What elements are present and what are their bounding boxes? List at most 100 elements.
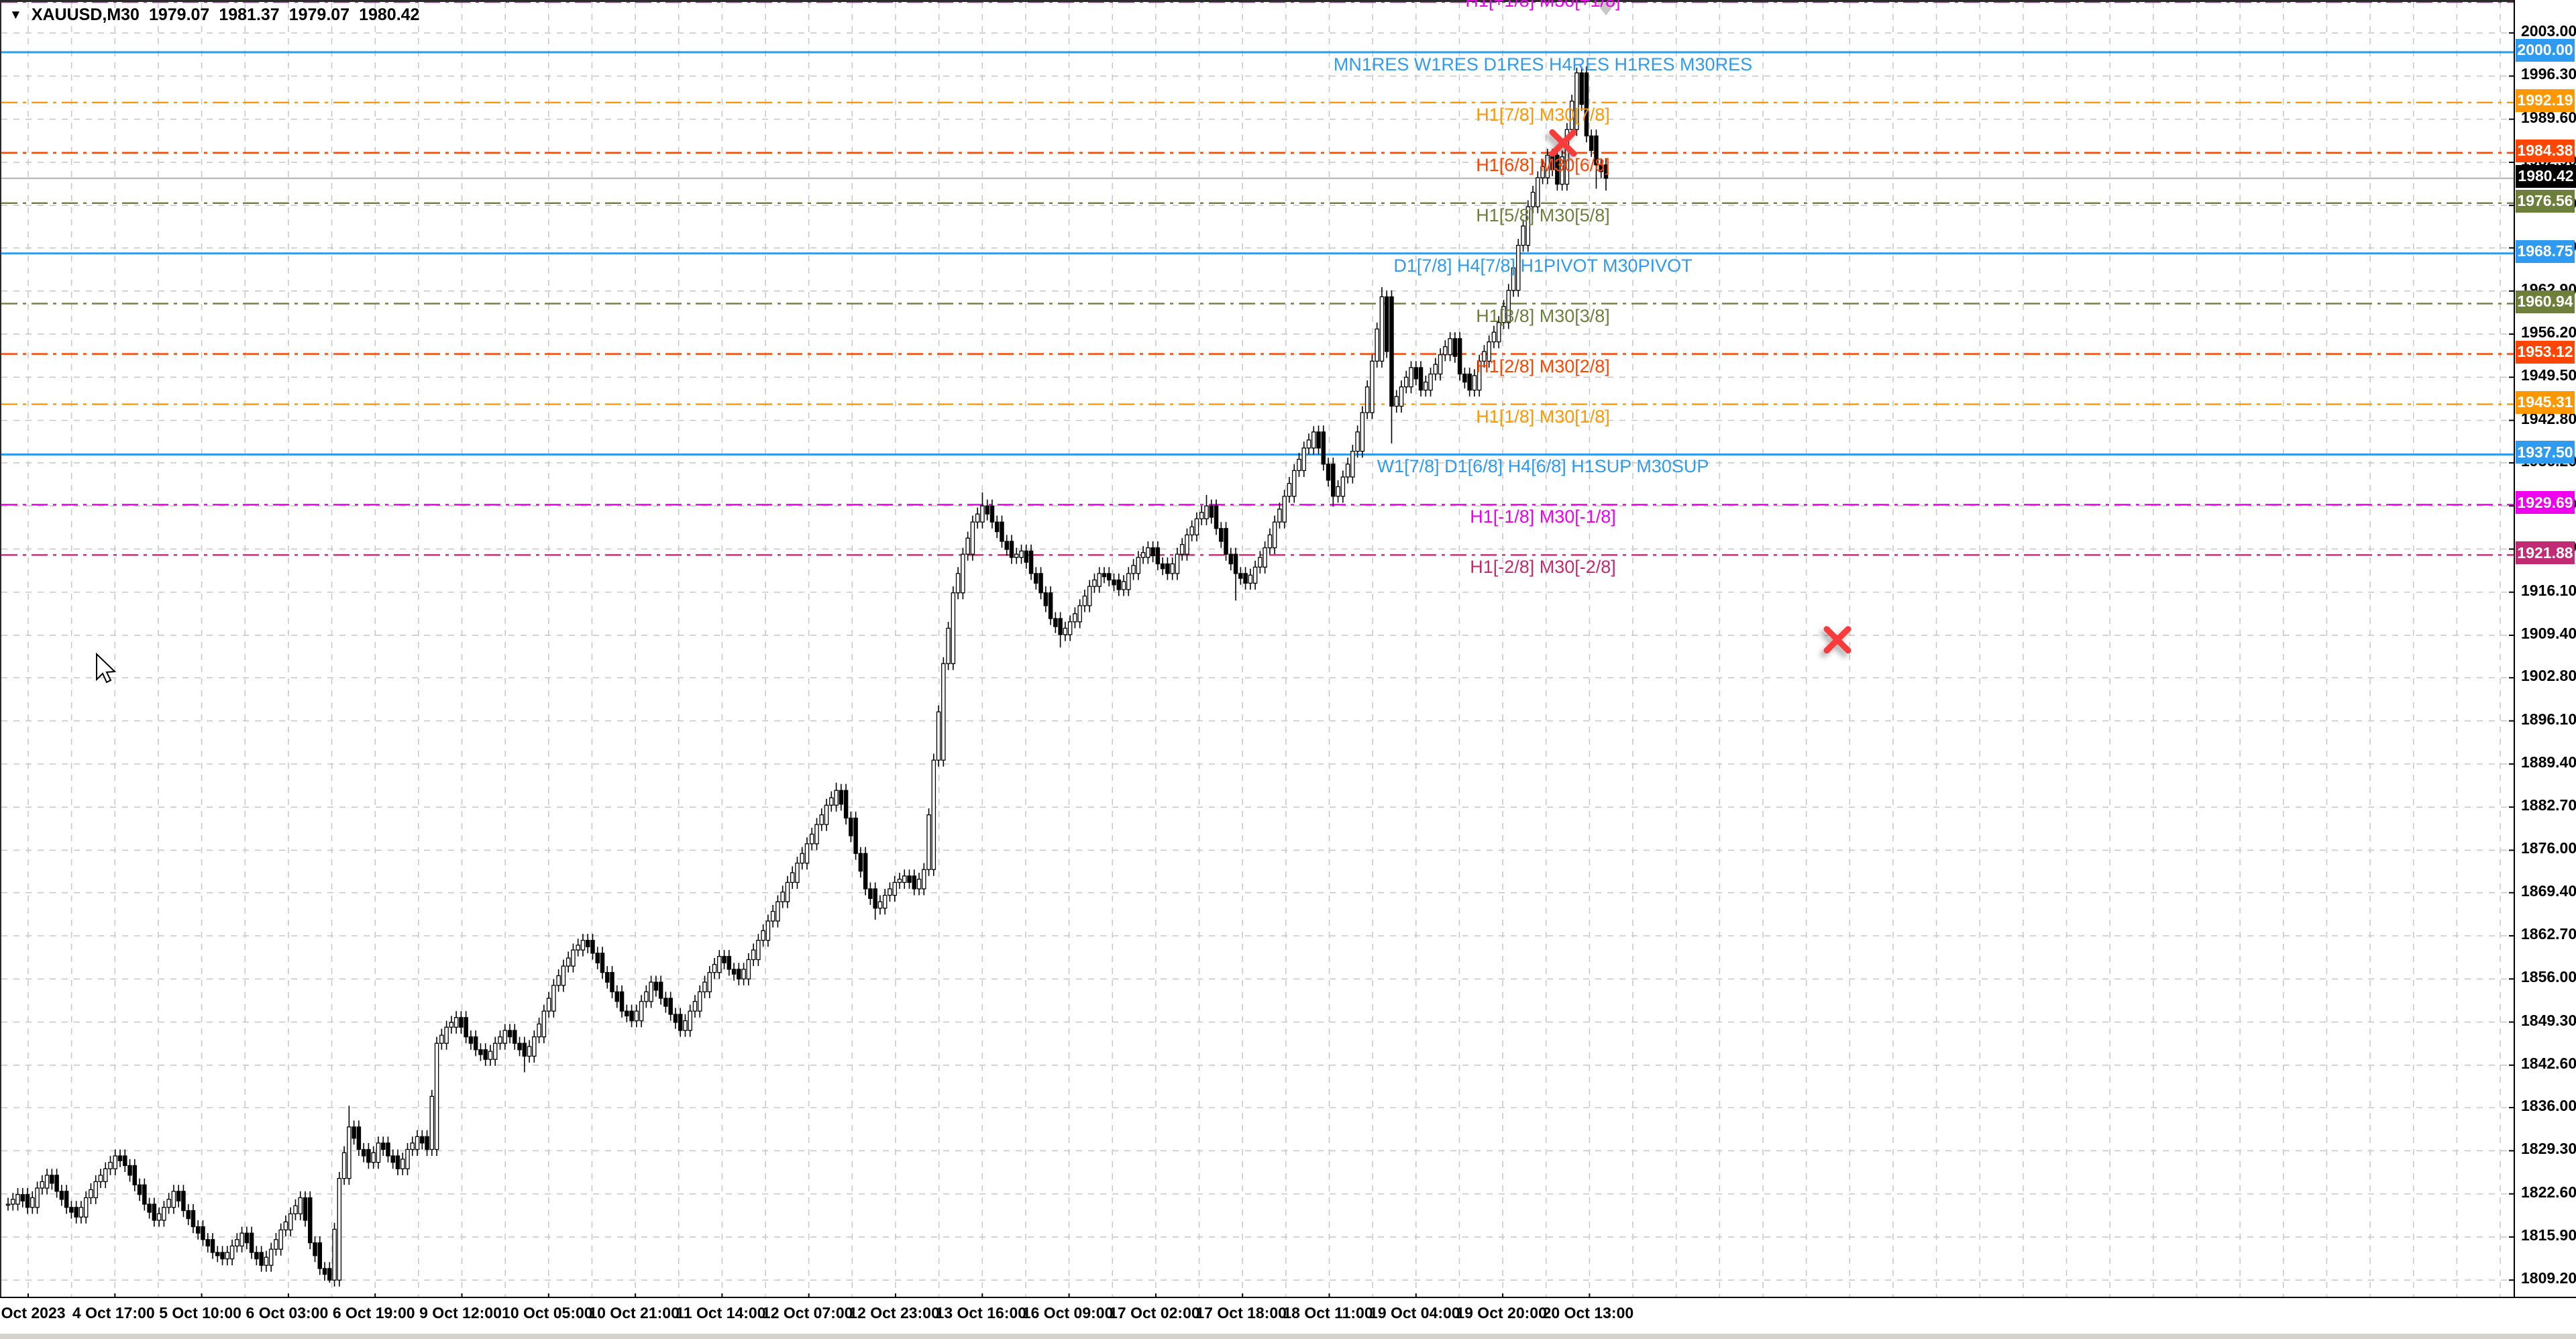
ohlc-low-value: 1979.07 [288, 5, 350, 24]
price-tick-label: 1889.40 [2521, 753, 2576, 771]
symbol-dropdown-icon[interactable]: ▼ [9, 8, 22, 22]
candle-body [1482, 351, 1487, 362]
candle-body [1389, 296, 1394, 407]
price-tick-label: 1809.20 [2521, 1269, 2576, 1287]
candle-body [863, 853, 868, 890]
candle-body [595, 953, 600, 963]
candle-body [40, 1181, 45, 1189]
red-x-marker[interactable] [1823, 626, 1851, 654]
candle-body [1375, 328, 1379, 362]
price-axis[interactable] [2515, 0, 2576, 1297]
candle-body [473, 1036, 478, 1051]
candle-body [707, 972, 712, 993]
candle-body [410, 1142, 415, 1150]
candle-body [132, 1165, 138, 1185]
candle-body [15, 1193, 20, 1205]
price-level-badge: 1921.88 [2516, 541, 2575, 565]
candle-body [444, 1026, 449, 1044]
candle-body [1560, 156, 1564, 185]
candle-body [532, 1036, 537, 1057]
candle-body [868, 888, 873, 900]
candle-body [1248, 574, 1253, 584]
murrey-level-label: H1[-2/8] M30[-2/8] [1470, 557, 1616, 578]
candle-body [970, 521, 975, 555]
candle-body [288, 1213, 293, 1231]
candle-body [1472, 375, 1477, 391]
candle-body [453, 1017, 459, 1028]
candle-body [1028, 550, 1034, 574]
candle-body [123, 1155, 127, 1167]
candle-body [551, 985, 556, 1012]
candle-body [678, 1014, 683, 1031]
candle-body [98, 1175, 103, 1183]
red-x-marker[interactable] [1549, 129, 1577, 157]
candle-body [1258, 557, 1263, 568]
candlestick-chart[interactable] [1, 2, 2514, 1297]
candle-body [697, 991, 702, 1012]
candle-body [834, 790, 839, 806]
candle-body [975, 513, 980, 523]
candle-body [810, 833, 814, 845]
candle-body [366, 1148, 371, 1163]
candle-body [376, 1142, 381, 1163]
candle-body [468, 1036, 474, 1044]
candle-body [1087, 586, 1092, 606]
candle-body [59, 1191, 64, 1200]
candle-body [522, 1042, 527, 1057]
time-axis-label: 10 Oct 05:00 [502, 1304, 593, 1322]
candle-body [1004, 541, 1010, 550]
chart-area[interactable] [0, 0, 2514, 1297]
candle-body [341, 1152, 347, 1179]
chart-header: ▼ XAUUSD,M30 1979.07 1981.37 1979.07 198… [9, 5, 419, 25]
candle-body [653, 981, 659, 991]
candle-body [561, 965, 566, 986]
candle-body [137, 1184, 142, 1195]
candle-body [1555, 154, 1560, 185]
candle-body [1209, 505, 1214, 518]
candle-body [537, 1023, 541, 1038]
candle-body [64, 1191, 69, 1208]
price-tick-label: 1916.10 [2521, 581, 2576, 599]
candle-body [888, 888, 892, 896]
candle-body [1267, 534, 1273, 549]
candle-body [897, 878, 902, 883]
candle-body [1321, 431, 1326, 465]
candle-body [235, 1239, 239, 1247]
candle-body [688, 1010, 692, 1031]
candle-body [327, 1268, 332, 1281]
candle-body [11, 1199, 15, 1205]
candle-body [1409, 367, 1413, 388]
murrey-level-label: W1[7/8] D1[6/8] H4[6/8] H1SUP M30SUP [1377, 456, 1709, 477]
candle-body [459, 1017, 464, 1028]
candle-body [634, 1010, 639, 1022]
candle-body [113, 1155, 118, 1169]
candle-body [882, 894, 888, 909]
candle-body [668, 998, 673, 1015]
gray-triangle-object[interactable] [1591, 2, 1621, 15]
candle-body [1370, 360, 1375, 413]
candle-body [1082, 595, 1087, 606]
price-tick-label: 1896.10 [2521, 710, 2576, 728]
candle-body [1579, 72, 1584, 105]
candle-body [147, 1203, 152, 1213]
candle-body [1063, 627, 1068, 635]
candle-body [1438, 354, 1443, 375]
time-axis-label: 12 Oct 07:00 [761, 1304, 853, 1322]
candle-body [795, 862, 800, 883]
price-tick-label: 2003.00 [2521, 22, 2576, 40]
price-tick-label: 1829.30 [2521, 1140, 2576, 1158]
candle-body [1491, 331, 1497, 343]
murrey-level-label: H1[-1/8] M30[-1/8] [1470, 506, 1616, 527]
candle-body [1301, 447, 1306, 472]
mouse-cursor [96, 652, 117, 684]
candle-body [556, 975, 561, 986]
candle-body [274, 1239, 278, 1250]
candle-body [1194, 518, 1199, 536]
candle-body [961, 553, 965, 594]
candle-body [50, 1175, 54, 1184]
candle-body [425, 1136, 429, 1150]
candle-body [1282, 496, 1287, 523]
price-level-badge: 2000.00 [2516, 38, 2575, 62]
candle-body [1545, 154, 1550, 178]
